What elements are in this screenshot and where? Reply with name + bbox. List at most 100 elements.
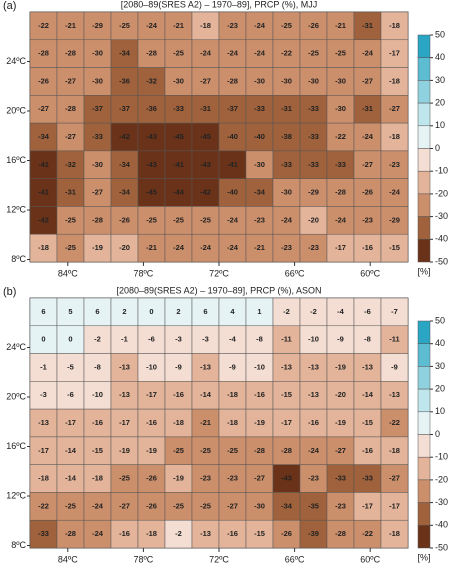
grid-cell bbox=[218, 67, 247, 96]
grid-cell bbox=[299, 67, 328, 96]
cell-value: -23 bbox=[362, 215, 373, 224]
grid-cell bbox=[83, 381, 112, 410]
cell-value: -27 bbox=[65, 132, 76, 141]
cell-value: -24 bbox=[362, 132, 374, 141]
cell-value: -17 bbox=[362, 501, 373, 510]
grid-cell bbox=[272, 95, 301, 124]
grid-cell bbox=[218, 233, 247, 263]
panel: (a) [2080–89(SRES A2) – 1970–89], PRCP (%… bbox=[3, 0, 448, 278]
cell-value: -13 bbox=[119, 362, 130, 371]
y-tick-label: 12ºC bbox=[6, 490, 26, 500]
cell-value: -43 bbox=[281, 474, 292, 483]
cell-value: -14 bbox=[362, 390, 374, 399]
cell-value: -8 bbox=[94, 362, 101, 371]
cell-value: -18 bbox=[227, 390, 238, 399]
grid-cell bbox=[110, 436, 139, 465]
cell-value: -14 bbox=[65, 446, 77, 455]
cell-value: 4 bbox=[230, 307, 235, 316]
cell-value: -13 bbox=[308, 362, 319, 371]
grid-cell bbox=[83, 436, 112, 465]
cell-value: -30 bbox=[335, 104, 346, 113]
grid-cell bbox=[380, 353, 409, 382]
cell-value: -33 bbox=[308, 132, 319, 141]
grid-cell bbox=[29, 297, 58, 327]
cell-value: -27 bbox=[254, 474, 265, 483]
grid-cell bbox=[245, 325, 274, 354]
x-tick-label: 78ºC bbox=[133, 554, 153, 564]
cell-value: -30 bbox=[92, 76, 103, 85]
cell-value: -23 bbox=[308, 243, 319, 252]
grid-cell bbox=[137, 297, 166, 327]
grid-cell bbox=[326, 150, 355, 179]
cell-value: -19 bbox=[335, 418, 346, 427]
cell-value: -13 bbox=[119, 390, 130, 399]
grid-cell bbox=[218, 325, 247, 354]
cell-value: -24 bbox=[92, 529, 104, 538]
cell-value: -17 bbox=[389, 49, 400, 58]
cell-value: -16 bbox=[362, 243, 373, 252]
grid-cell bbox=[245, 381, 274, 410]
cell-value: -28 bbox=[92, 215, 103, 224]
cell-value: -25 bbox=[119, 21, 130, 30]
cell-value: -4 bbox=[337, 307, 344, 316]
colorbar-bin bbox=[417, 388, 431, 413]
cell-value: -6 bbox=[67, 390, 74, 399]
grid-cell bbox=[245, 492, 274, 521]
cell-value: -33 bbox=[173, 104, 184, 113]
cell-value: -18 bbox=[389, 76, 400, 85]
cell-value: -13 bbox=[281, 362, 292, 371]
cell-value: -44 bbox=[173, 188, 185, 197]
cell-value: -24 bbox=[335, 215, 347, 224]
cell-value: -33 bbox=[254, 104, 265, 113]
grid-cell bbox=[272, 178, 301, 207]
y-tick-label: 8ºC bbox=[11, 540, 26, 550]
panel-title: [2080–89(SRES A2) – 1970–89], PRCP (%), … bbox=[117, 285, 322, 295]
cell-value: -24 bbox=[227, 243, 239, 252]
grid-cell bbox=[164, 519, 193, 549]
grid-cell bbox=[218, 39, 247, 68]
grid-cell bbox=[56, 122, 85, 152]
grid-cell bbox=[353, 325, 382, 354]
cell-value: -33 bbox=[308, 160, 319, 169]
grid-cell bbox=[353, 353, 382, 382]
cell-value: -30 bbox=[254, 160, 265, 169]
colorbar-bin bbox=[417, 57, 431, 81]
grid-cell bbox=[56, 95, 85, 124]
cell-value: -8 bbox=[364, 335, 371, 344]
cell-value: -24 bbox=[173, 243, 185, 252]
cell-value: -13 bbox=[38, 418, 49, 427]
grid-cell bbox=[56, 408, 85, 438]
cell-value: -22 bbox=[362, 529, 373, 538]
cell-value: -15 bbox=[389, 243, 400, 252]
grid-cell bbox=[137, 206, 166, 235]
colorbar-label: -30 bbox=[435, 211, 448, 221]
cell-value: -42 bbox=[200, 188, 211, 197]
cell-value: -29 bbox=[92, 21, 103, 30]
grid-cell bbox=[272, 150, 301, 179]
cell-value: -36 bbox=[146, 104, 157, 113]
cell-value: -37 bbox=[92, 104, 103, 113]
cell-value: -9 bbox=[229, 362, 236, 371]
cell-value: -27 bbox=[362, 160, 373, 169]
panel-title: [2080–89(SRES A2) – 1970–89], PRCP (%), … bbox=[121, 0, 317, 9]
grid-cell bbox=[218, 436, 247, 465]
grid-cell bbox=[83, 519, 112, 549]
grid-cell bbox=[326, 122, 355, 152]
cell-value: -6 bbox=[148, 335, 155, 344]
grid-cell bbox=[191, 492, 220, 521]
grid-cell bbox=[56, 381, 85, 410]
cell-value: -27 bbox=[92, 188, 103, 197]
grid-cell bbox=[218, 519, 247, 549]
cell-value: 6 bbox=[203, 307, 207, 316]
cell-value: -18 bbox=[389, 21, 400, 30]
colorbar-label: 40 bbox=[435, 52, 445, 62]
colorbar-bin bbox=[417, 411, 431, 435]
cell-value: -16 bbox=[362, 446, 373, 455]
grid-cell bbox=[299, 492, 328, 521]
grid-cell bbox=[380, 233, 409, 263]
cell-value: -13 bbox=[389, 390, 400, 399]
grid-cell bbox=[380, 39, 409, 68]
grid-cell bbox=[29, 353, 58, 382]
cell-value: -19 bbox=[119, 446, 130, 455]
colorbar-label: 20 bbox=[435, 383, 445, 393]
